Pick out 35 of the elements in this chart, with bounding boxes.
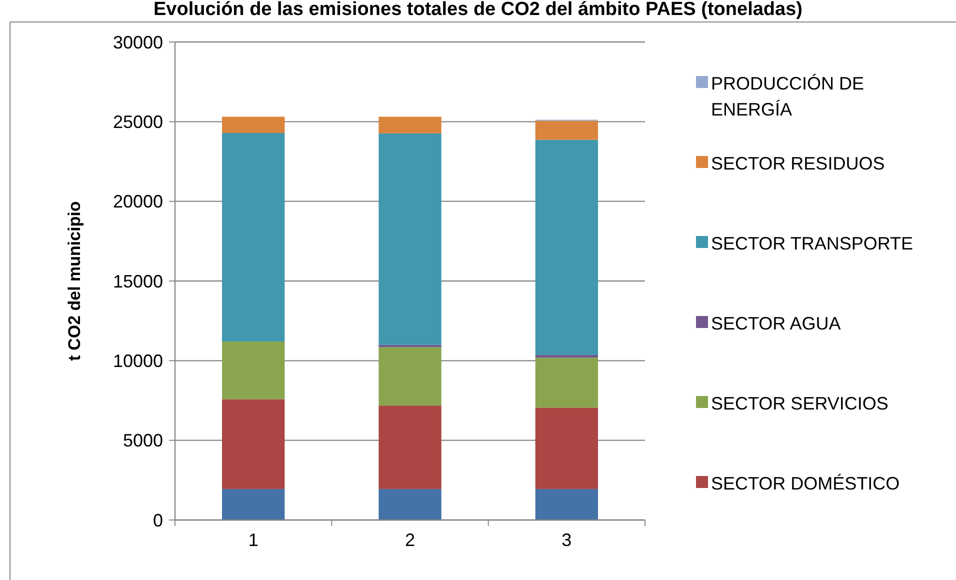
y-tick-label: 15000 [112,271,163,292]
bar [378,133,442,345]
y-tick-label: 25000 [112,112,163,132]
legend-label: SECTOR AGUA [711,313,841,334]
bar [378,488,442,520]
bar [535,120,598,140]
bar [222,488,285,520]
bar [378,116,442,134]
y-axis-title: t CO2 del municipio [65,201,84,361]
bar [535,408,598,489]
y-tick-label: 0 [152,510,163,530]
x-tick-label: 3 [562,530,572,550]
bar [535,354,598,358]
bar [378,344,442,348]
bar [222,132,285,342]
legend-label: SECTOR RESIDUOS [711,153,885,174]
bar [535,488,598,520]
x-tick-label: 2 [404,530,416,550]
y-tick-label: 5000 [122,430,163,451]
bar [378,347,442,406]
y-tick-label: 10000 [112,350,163,371]
y-tick-label: 20000 [112,192,163,212]
legend-label: SECTOR SERVICIOS [711,393,888,414]
chart-title: Evolución de las emisiones totales de CO2 del ámbito PAES (toneladas) [154,0,802,20]
bar [378,406,442,489]
bar [222,399,285,489]
legend-label: PRODUCCIÓN DE ENERGÍA [711,73,864,120]
y-tick-label: 30000 [112,32,163,52]
legend-label: SECTOR TRANSPORTE [711,233,914,254]
bar [222,116,285,133]
bar [535,358,598,408]
bar [535,140,598,355]
x-tick-label: 1 [248,530,258,550]
legend-label: SECTOR DOMÉSTICO [711,473,900,494]
bar [222,342,285,400]
